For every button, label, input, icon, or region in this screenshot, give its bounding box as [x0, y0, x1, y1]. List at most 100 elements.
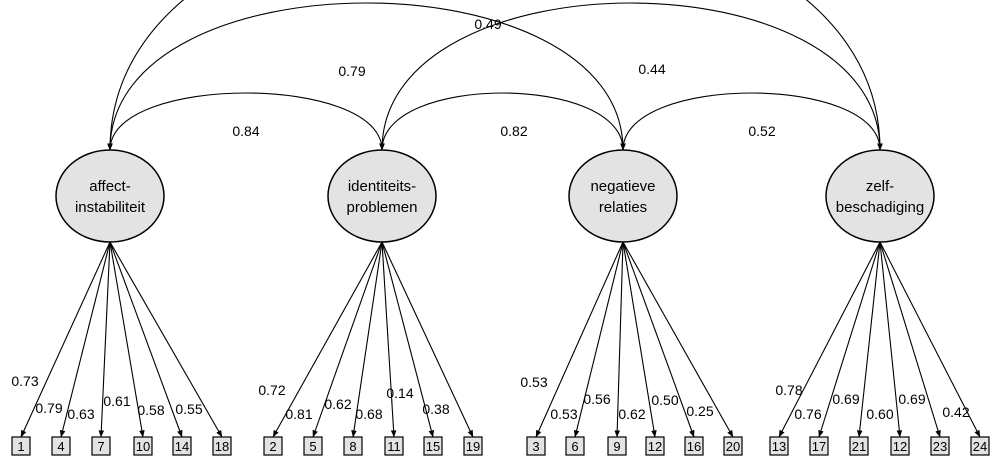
indicator-label: 20: [726, 439, 740, 454]
loading-label: 0.81: [285, 406, 312, 422]
loading-label: 0.63: [67, 406, 94, 422]
indicator-label: 16: [687, 439, 701, 454]
factor-ellipse: [568, 149, 678, 243]
indicator-box: [809, 436, 829, 456]
correlation-label: 0.79: [338, 63, 365, 79]
indicator-label: 1: [17, 439, 24, 454]
indicator-box: [645, 436, 665, 456]
loading-arrow: [381, 241, 435, 438]
loading-arrow: [879, 241, 981, 438]
loading-arrow: [622, 241, 695, 438]
indicator-box: [607, 436, 627, 456]
loading-label: 0.14: [386, 385, 413, 401]
loading-label: 0.62: [618, 406, 645, 422]
indicator-box: [263, 436, 283, 456]
indicator-box: [303, 436, 323, 456]
factor-label: instabiliteit: [75, 199, 146, 216]
indicator-label: 13: [772, 439, 786, 454]
indicator-label: 24: [973, 439, 987, 454]
loading-label: 0.61: [103, 393, 130, 409]
indicator-label: 12: [648, 439, 662, 454]
indicator-label: 12: [893, 439, 907, 454]
indicator-box: [91, 436, 111, 456]
loading-arrow: [109, 241, 223, 438]
indicator-label: 2: [269, 439, 276, 454]
indicator-label: 10: [136, 439, 150, 454]
indicator-box: [463, 436, 483, 456]
loading-arrow: [818, 241, 881, 438]
loading-label: 0.62: [324, 396, 351, 412]
loading-label: 0.72: [258, 382, 285, 398]
loading-arrow: [879, 241, 941, 438]
factor-ellipse: [825, 149, 935, 243]
factor-label: beschadiging: [836, 199, 924, 216]
indicator-label: 4: [57, 439, 64, 454]
indicator-box: [684, 436, 704, 456]
indicator-box: [723, 436, 743, 456]
indicator-box: [565, 436, 585, 456]
indicator-box: [212, 436, 232, 456]
loading-label: 0.56: [583, 391, 610, 407]
loading-arrow: [381, 241, 474, 438]
correlation-arrow: [107, 92, 385, 151]
indicator-label: 5: [309, 439, 316, 454]
loading-label: 0.58: [137, 402, 164, 418]
factor-label: identiteits-: [348, 178, 416, 195]
loading-arrow: [622, 241, 734, 438]
correlation-arrow: [379, 2, 883, 151]
factor-label: affect-: [89, 178, 130, 195]
correlation-label: 0.49: [474, 16, 501, 32]
indicator-label: 6: [571, 439, 578, 454]
factor-label: relaties: [599, 199, 647, 216]
indicator-box: [133, 436, 153, 456]
loading-arrow: [381, 241, 397, 438]
loading-arrow: [351, 241, 383, 438]
correlation-arrow: [620, 92, 883, 151]
loading-arrow: [856, 241, 881, 438]
correlation-arrow: [379, 92, 626, 151]
loading-label: 0.76: [794, 406, 821, 422]
correlation-arrow: [107, 0, 883, 151]
loading-arrow: [573, 241, 624, 438]
loading-label: 0.42: [942, 404, 969, 420]
indicator-label: 17: [812, 439, 826, 454]
indicator-box: [172, 436, 192, 456]
indicator-box: [526, 436, 546, 456]
indicator-box: [423, 436, 443, 456]
loading-label: 0.25: [686, 403, 713, 419]
loading-arrow: [535, 241, 624, 438]
loading-arrow: [109, 241, 145, 438]
correlation-arrow: [107, 2, 626, 151]
indicator-box: [343, 436, 363, 456]
loading-arrow: [622, 241, 657, 438]
loading-label: 0.53: [520, 374, 547, 390]
loading-arrow: [59, 241, 111, 438]
indicator-box: [970, 436, 990, 456]
indicator-label: 11: [387, 439, 401, 454]
factor-label: problemen: [347, 199, 418, 216]
indicator-label: 9: [613, 439, 620, 454]
loading-layer: 0.730.79 0.630.610.58 0.550.720.810.620.68…: [11, 241, 981, 438]
loading-arrow: [272, 241, 383, 438]
loading-arrow: [20, 241, 111, 438]
loading-arrow: [879, 241, 903, 438]
correlation-label: 0.82: [500, 123, 527, 139]
correlation-layer: 0.84 0.82 0.52 0.79 0.44 0.49: [107, 0, 883, 151]
indicator-label: 18: [215, 439, 229, 454]
indicator-box: [890, 436, 910, 456]
loading-label: 0.60: [866, 406, 893, 422]
indicator-label: 19: [466, 439, 480, 454]
loading-label: 0.55: [175, 401, 202, 417]
indicator-label: 14: [175, 439, 189, 454]
indicator-label: 23: [933, 439, 947, 454]
indicator-label: 15: [426, 439, 440, 454]
loading-arrow: [778, 241, 881, 438]
indicator-layer: 1 4 7 10 14 18 2 5 8 11 15 19 3 6 9 12 16 20 13 17 21 12 23 24: [11, 436, 990, 456]
factor-ellipse: [327, 149, 437, 243]
indicator-box: [384, 436, 404, 456]
indicator-box: [930, 436, 950, 456]
loading-label: 0.68: [355, 406, 382, 422]
indicator-label: 7: [97, 439, 104, 454]
indicator-box: [769, 436, 789, 456]
